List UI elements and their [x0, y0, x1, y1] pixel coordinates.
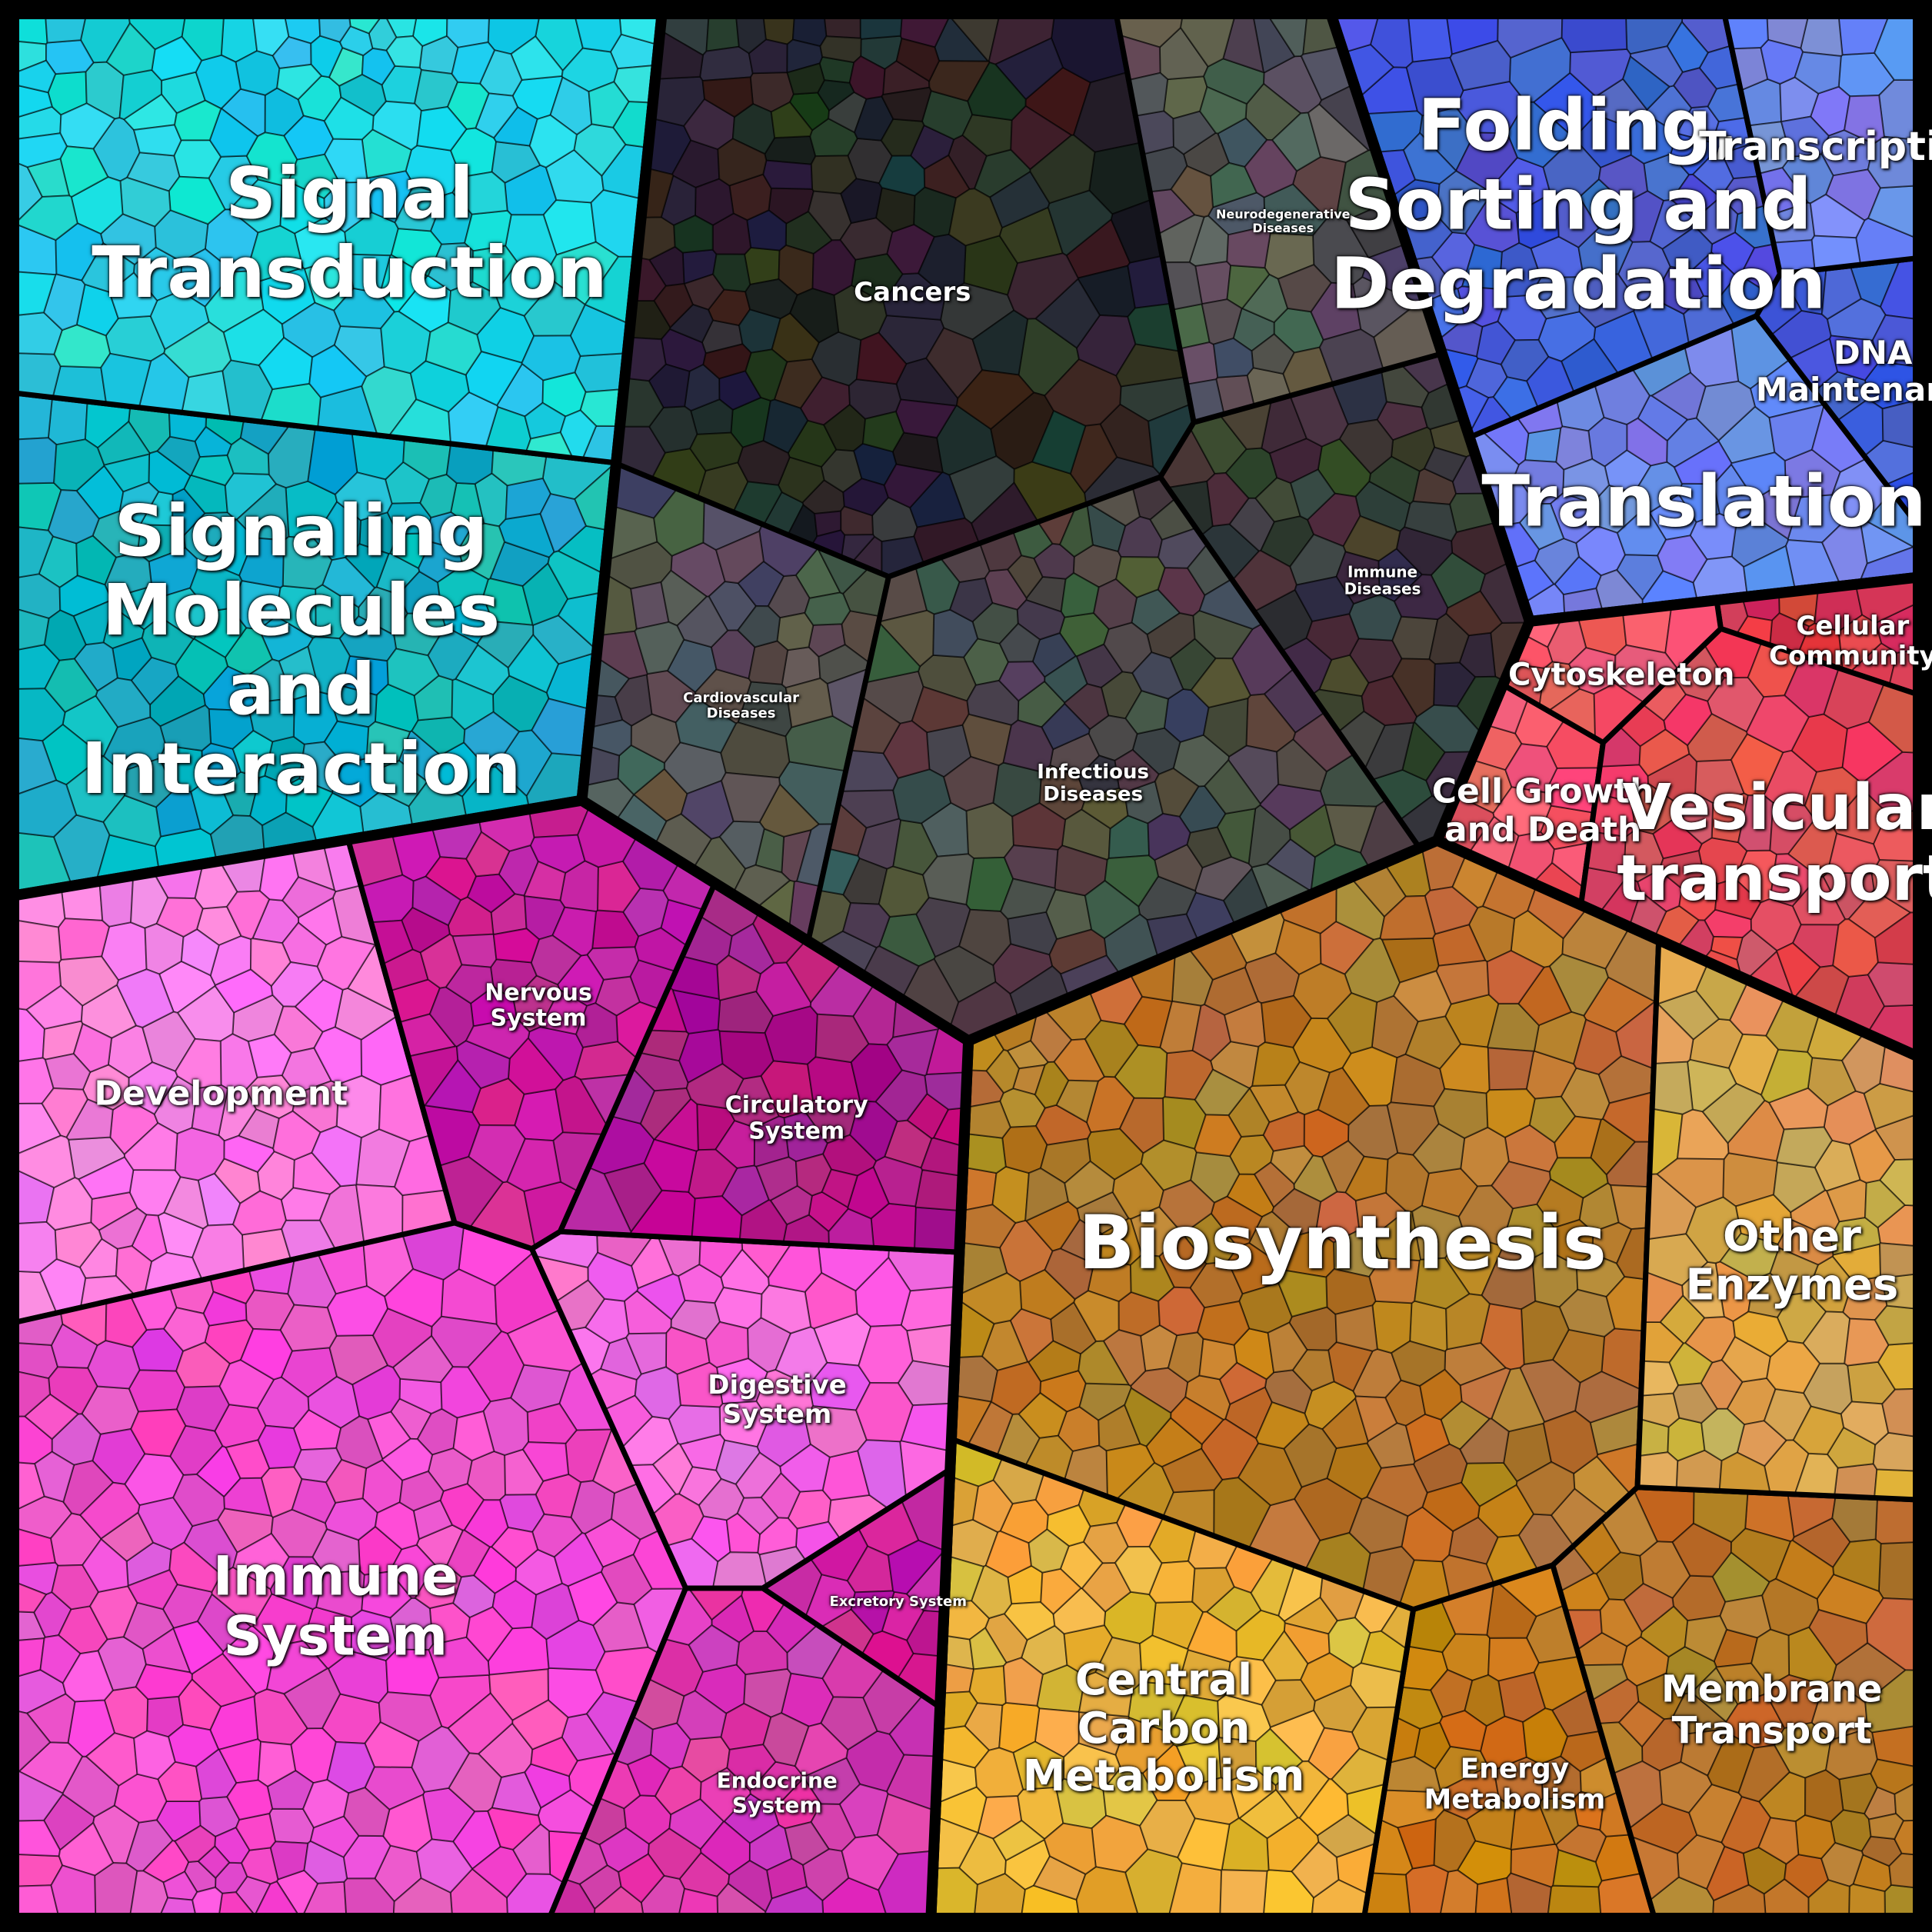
group-organismal: [14, 801, 968, 1918]
voronoi-treemap: Signaling Molecules and InteractionSigna…: [0, 0, 1932, 1932]
group-metabolism: [931, 841, 1918, 1918]
group-env-signaling: [14, 14, 662, 896]
treemap-svg: [14, 14, 1918, 1918]
